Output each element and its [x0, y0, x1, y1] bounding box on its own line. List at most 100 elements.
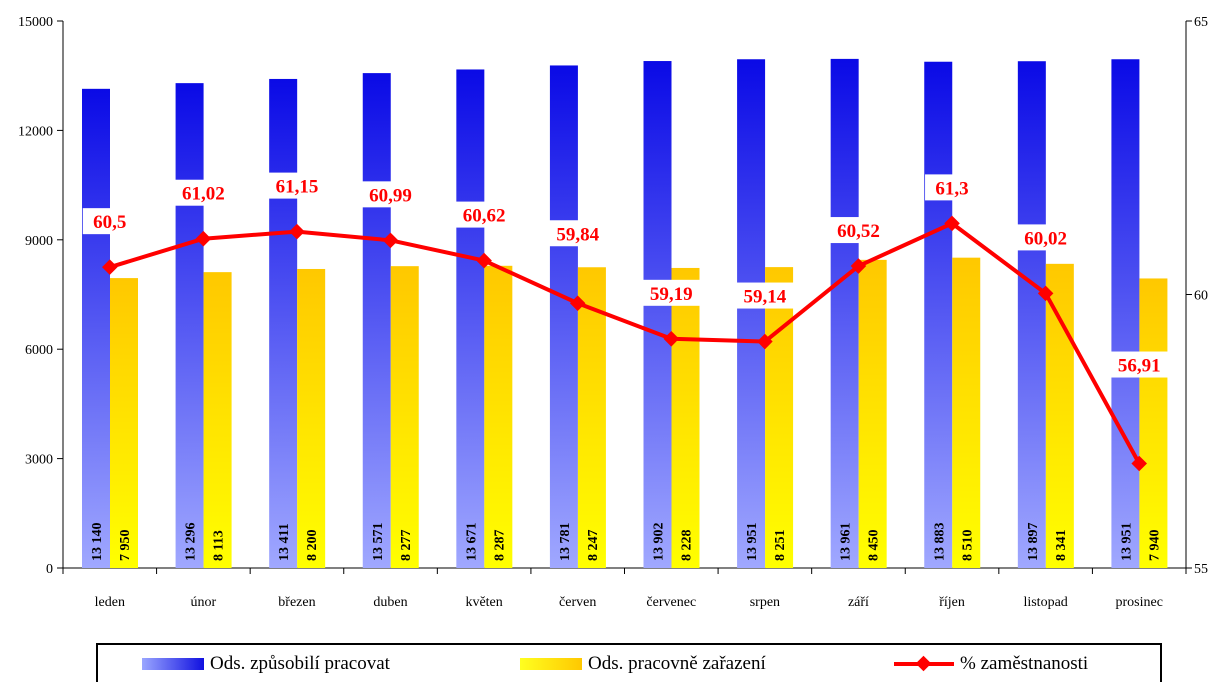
line-value-label: 60,62: [463, 206, 506, 227]
legend-label-line: % zaměstnanosti: [960, 653, 1089, 674]
employment-line-point: [289, 223, 305, 240]
line-value-label: 59,19: [650, 284, 693, 305]
line-value-label-bg: [451, 201, 517, 228]
line-value-label-bg: [925, 174, 980, 201]
bar-yellow-value-label: 8 228: [680, 530, 695, 562]
right-axis-tick-label: 60: [1194, 289, 1208, 304]
line-value-label-bg: [732, 282, 798, 309]
bar-yellow: [1139, 278, 1168, 568]
bar-blue-value-label: 13 140: [90, 523, 105, 562]
bar-yellow: [671, 267, 700, 568]
bar-blue: [924, 61, 953, 568]
bar-yellow: [952, 257, 981, 568]
bar-blue: [269, 78, 298, 569]
line-value-label: 60,5: [93, 212, 126, 233]
line-value-label: 60,52: [837, 221, 880, 242]
bar-yellow-value-label: 8 200: [305, 530, 320, 562]
bars: [82, 58, 1168, 569]
right-axis-tick-label: 55: [1194, 562, 1208, 577]
line-value-label-bg: [1013, 224, 1079, 251]
bar-blue: [643, 61, 672, 568]
bar-blue: [549, 65, 578, 568]
legend-swatch-blue: [142, 658, 204, 670]
employment-line: [102, 215, 1147, 472]
bar-blue-value-label: 13 781: [558, 523, 573, 562]
bar-yellow-value-label: 8 510: [960, 530, 975, 562]
bar-yellow: [858, 259, 887, 568]
employment-line-point: [1131, 455, 1147, 472]
line-value-label-bg: [82, 208, 137, 235]
x-axis-category-label: srpen: [750, 595, 780, 610]
line-value-label: 60,99: [369, 185, 412, 206]
bar-blue-value-label: 13 902: [652, 523, 667, 562]
left-axis-tick-label: 12000: [18, 124, 53, 139]
x-axis-category-label: říjen: [939, 595, 965, 610]
legend-label-blue: Ods. způsobilí pracovat: [210, 653, 390, 674]
line-value-label-bg: [825, 217, 891, 244]
left-axis-tick-label: 0: [46, 562, 53, 577]
line-value-label: 60,02: [1024, 228, 1067, 249]
bar-yellow: [297, 268, 326, 568]
line-value-label-bg: [545, 220, 611, 247]
line-value-label: 59,14: [744, 287, 787, 308]
legend-item-yellow: Ods. pracovně zařazení: [520, 651, 766, 677]
x-axis-category-label: červen: [559, 595, 596, 610]
left-axis-tick-label: 15000: [18, 15, 53, 30]
bar-value-labels: 13 140 7 950 13 296 8 113 13 411 8 200 13 571 8…: [90, 523, 1162, 562]
bar-yellow-value-label: 8 113: [212, 530, 227, 561]
bar-blue-value-label: 13 951: [745, 523, 760, 562]
bar-blue: [1017, 61, 1046, 569]
line-value-labels: 60,5 61,02 61,15 60,99 60,62 59,84 59,19 59,14 6…: [82, 172, 1172, 378]
line-value-label: 59,84: [556, 224, 599, 245]
bar-yellow-value-label: 7 940: [1147, 530, 1162, 562]
x-axis-category-label: březen: [278, 595, 315, 610]
x-axis-labels: leden únor březen duben květen červen červenec…: [95, 595, 1163, 610]
bar-blue-value-label: 13 961: [839, 523, 854, 562]
legend-swatch-line: [894, 656, 954, 672]
x-axis-category-label: duben: [373, 595, 407, 610]
bar-blue-value-label: 13 411: [277, 523, 292, 561]
bar-yellow-value-label: 8 251: [773, 530, 788, 562]
right-axis-tick-label: 65: [1194, 15, 1208, 30]
legend-item-blue: Ods. způsobilí pracovat: [142, 651, 390, 677]
bar-yellow-value-label: 8 277: [399, 530, 414, 562]
bar-blue-value-label: 13 951: [1119, 523, 1134, 562]
bar-yellow-value-label: 7 950: [118, 530, 133, 562]
bar-yellow: [765, 267, 794, 568]
legend: Ods. způsobilí pracovat Ods. pracovně za…: [96, 643, 1162, 682]
legend-label-yellow: Ods. pracovně zařazení: [588, 653, 766, 674]
x-axis-category-label: listopad: [1023, 595, 1067, 610]
bar-yellow: [110, 278, 138, 568]
employment-line-point: [195, 230, 212, 247]
left-axis-tick-label: 6000: [25, 343, 53, 358]
bar-yellow-value-label: 8 450: [867, 530, 882, 562]
employment-line-point: [944, 215, 960, 232]
bar-yellow: [577, 267, 606, 568]
line-value-label: 61,02: [182, 184, 225, 205]
left-axis-tick-label: 9000: [25, 234, 53, 249]
line-value-label-bg: [638, 279, 704, 306]
bar-blue-value-label: 13 897: [1026, 523, 1041, 562]
bar-blue: [456, 69, 485, 568]
bar-yellow-value-label: 8 341: [1054, 530, 1069, 562]
line-value-label-bg: [264, 172, 330, 199]
line-value-label: 56,91: [1118, 356, 1161, 377]
bar-blue: [1111, 59, 1140, 568]
legend-swatch-yellow: [520, 658, 582, 670]
employment-line-path: [109, 221, 1141, 465]
x-axis-category-label: prosinec: [1115, 595, 1162, 610]
bar-blue: [737, 59, 766, 568]
employment-line-point: [1037, 285, 1054, 302]
bar-yellow: [484, 265, 513, 568]
legend-item-line: % zaměstnanosti: [894, 651, 1088, 677]
bar-blue: [175, 83, 204, 569]
line-value-label-bg: [358, 181, 424, 208]
x-axis-category-label: únor: [191, 595, 217, 610]
bar-blue-value-label: 13 571: [371, 523, 386, 562]
bar-yellow: [203, 272, 232, 568]
line-value-label: 61,15: [276, 177, 319, 198]
bar-blue-value-label: 13 296: [184, 523, 199, 562]
x-axis-category-label: leden: [95, 595, 125, 610]
x-axis-category-label: září: [848, 595, 869, 610]
